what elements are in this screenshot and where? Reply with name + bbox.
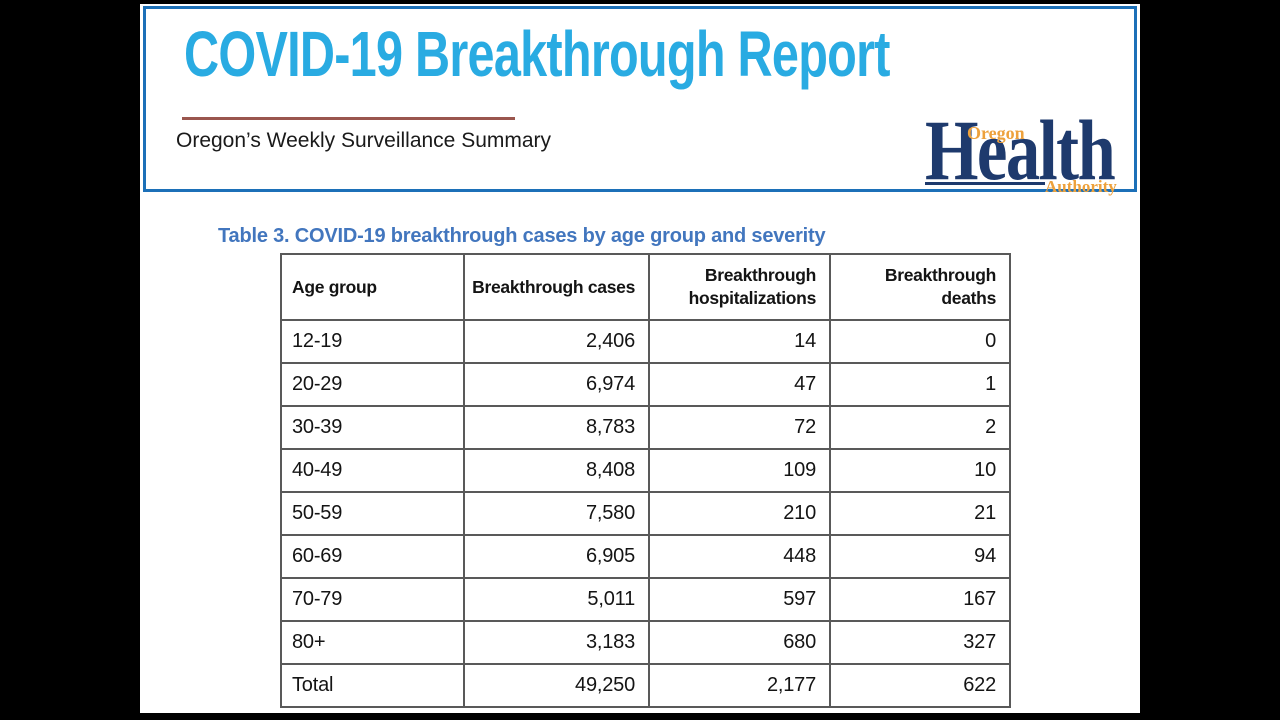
table-header-row: Age group Breakthrough cases Breakthroug… [280,253,1011,321]
total-deaths-cell: 622 [829,663,1011,708]
deaths-cell: 10 [829,448,1011,493]
table-row: 60-69 6,905 448 94 [280,534,1011,579]
deaths-cell: 167 [829,577,1011,622]
cases-cell: 6,905 [463,534,650,579]
cases-cell: 8,408 [463,448,650,493]
cases-cell: 3,183 [463,620,650,665]
deaths-cell: 94 [829,534,1011,579]
age-group-cell: 40-49 [280,448,465,493]
deaths-cell: 0 [829,319,1011,364]
hospitalizations-cell: 597 [648,577,831,622]
table-row: 20-29 6,974 47 1 [280,362,1011,407]
hospitalizations-cell: 109 [648,448,831,493]
cases-cell: 8,783 [463,405,650,450]
table-row: 12-19 2,406 14 0 [280,319,1011,364]
hospitalizations-cell: 448 [648,534,831,579]
age-group-cell: 20-29 [280,362,465,407]
total-label-cell: Total [280,663,465,708]
table-row: 50-59 7,580 210 21 [280,491,1011,536]
page-subtitle: Oregon’s Weekly Surveillance Summary [176,129,552,152]
column-header-breakthrough-deaths: Breakthrough deaths [829,253,1011,321]
logo-word-authority: Authority [1045,177,1117,196]
hospitalizations-cell: 47 [648,362,831,407]
header-banner: COVID-19 Breakthrough Report Oregon’s We… [143,6,1137,196]
cases-cell: 7,580 [463,491,650,536]
column-header-breakthrough-cases: Breakthrough cases [463,253,650,321]
cases-cell: 5,011 [463,577,650,622]
deaths-cell: 21 [829,491,1011,536]
hospitalizations-cell: 14 [648,319,831,364]
hospitalizations-cell: 210 [648,491,831,536]
total-hospitalizations-cell: 2,177 [648,663,831,708]
deaths-cell: 2 [829,405,1011,450]
age-group-cell: 80+ [280,620,465,665]
age-group-cell: 12-19 [280,319,465,364]
age-group-cell: 70-79 [280,577,465,622]
logo-word-health: Health [925,102,1116,198]
logo-underline [925,182,1045,185]
title-underline-rule [182,117,515,120]
age-group-cell: 30-39 [280,405,465,450]
table-row: 80+ 3,183 680 327 [280,620,1011,665]
total-cases-cell: 49,250 [463,663,650,708]
column-header-age-group: Age group [280,253,465,321]
table-row: 30-39 8,783 72 2 [280,405,1011,450]
oregon-health-authority-logo: Health Oregon Authority [925,107,1130,202]
deaths-cell: 1 [829,362,1011,407]
deaths-cell: 327 [829,620,1011,665]
table-total-row: Total 49,250 2,177 622 [280,663,1011,708]
table-caption: Table 3. COVID-19 breakthrough cases by … [218,225,826,247]
age-group-cell: 60-69 [280,534,465,579]
age-group-cell: 50-59 [280,491,465,536]
table-row: 70-79 5,011 597 167 [280,577,1011,622]
cases-cell: 2,406 [463,319,650,364]
logo-word-oregon: Oregon [967,123,1025,143]
column-header-breakthrough-hospitalizations: Breakthrough hospitalizations [648,253,831,321]
page-title: COVID-19 Breakthrough Report [184,18,890,90]
hospitalizations-cell: 680 [648,620,831,665]
table-row: 40-49 8,408 109 10 [280,448,1011,493]
hospitalizations-cell: 72 [648,405,831,450]
report-page: COVID-19 Breakthrough Report Oregon’s We… [140,4,1140,713]
cases-cell: 6,974 [463,362,650,407]
breakthrough-table: Age group Breakthrough cases Breakthroug… [280,253,1011,708]
